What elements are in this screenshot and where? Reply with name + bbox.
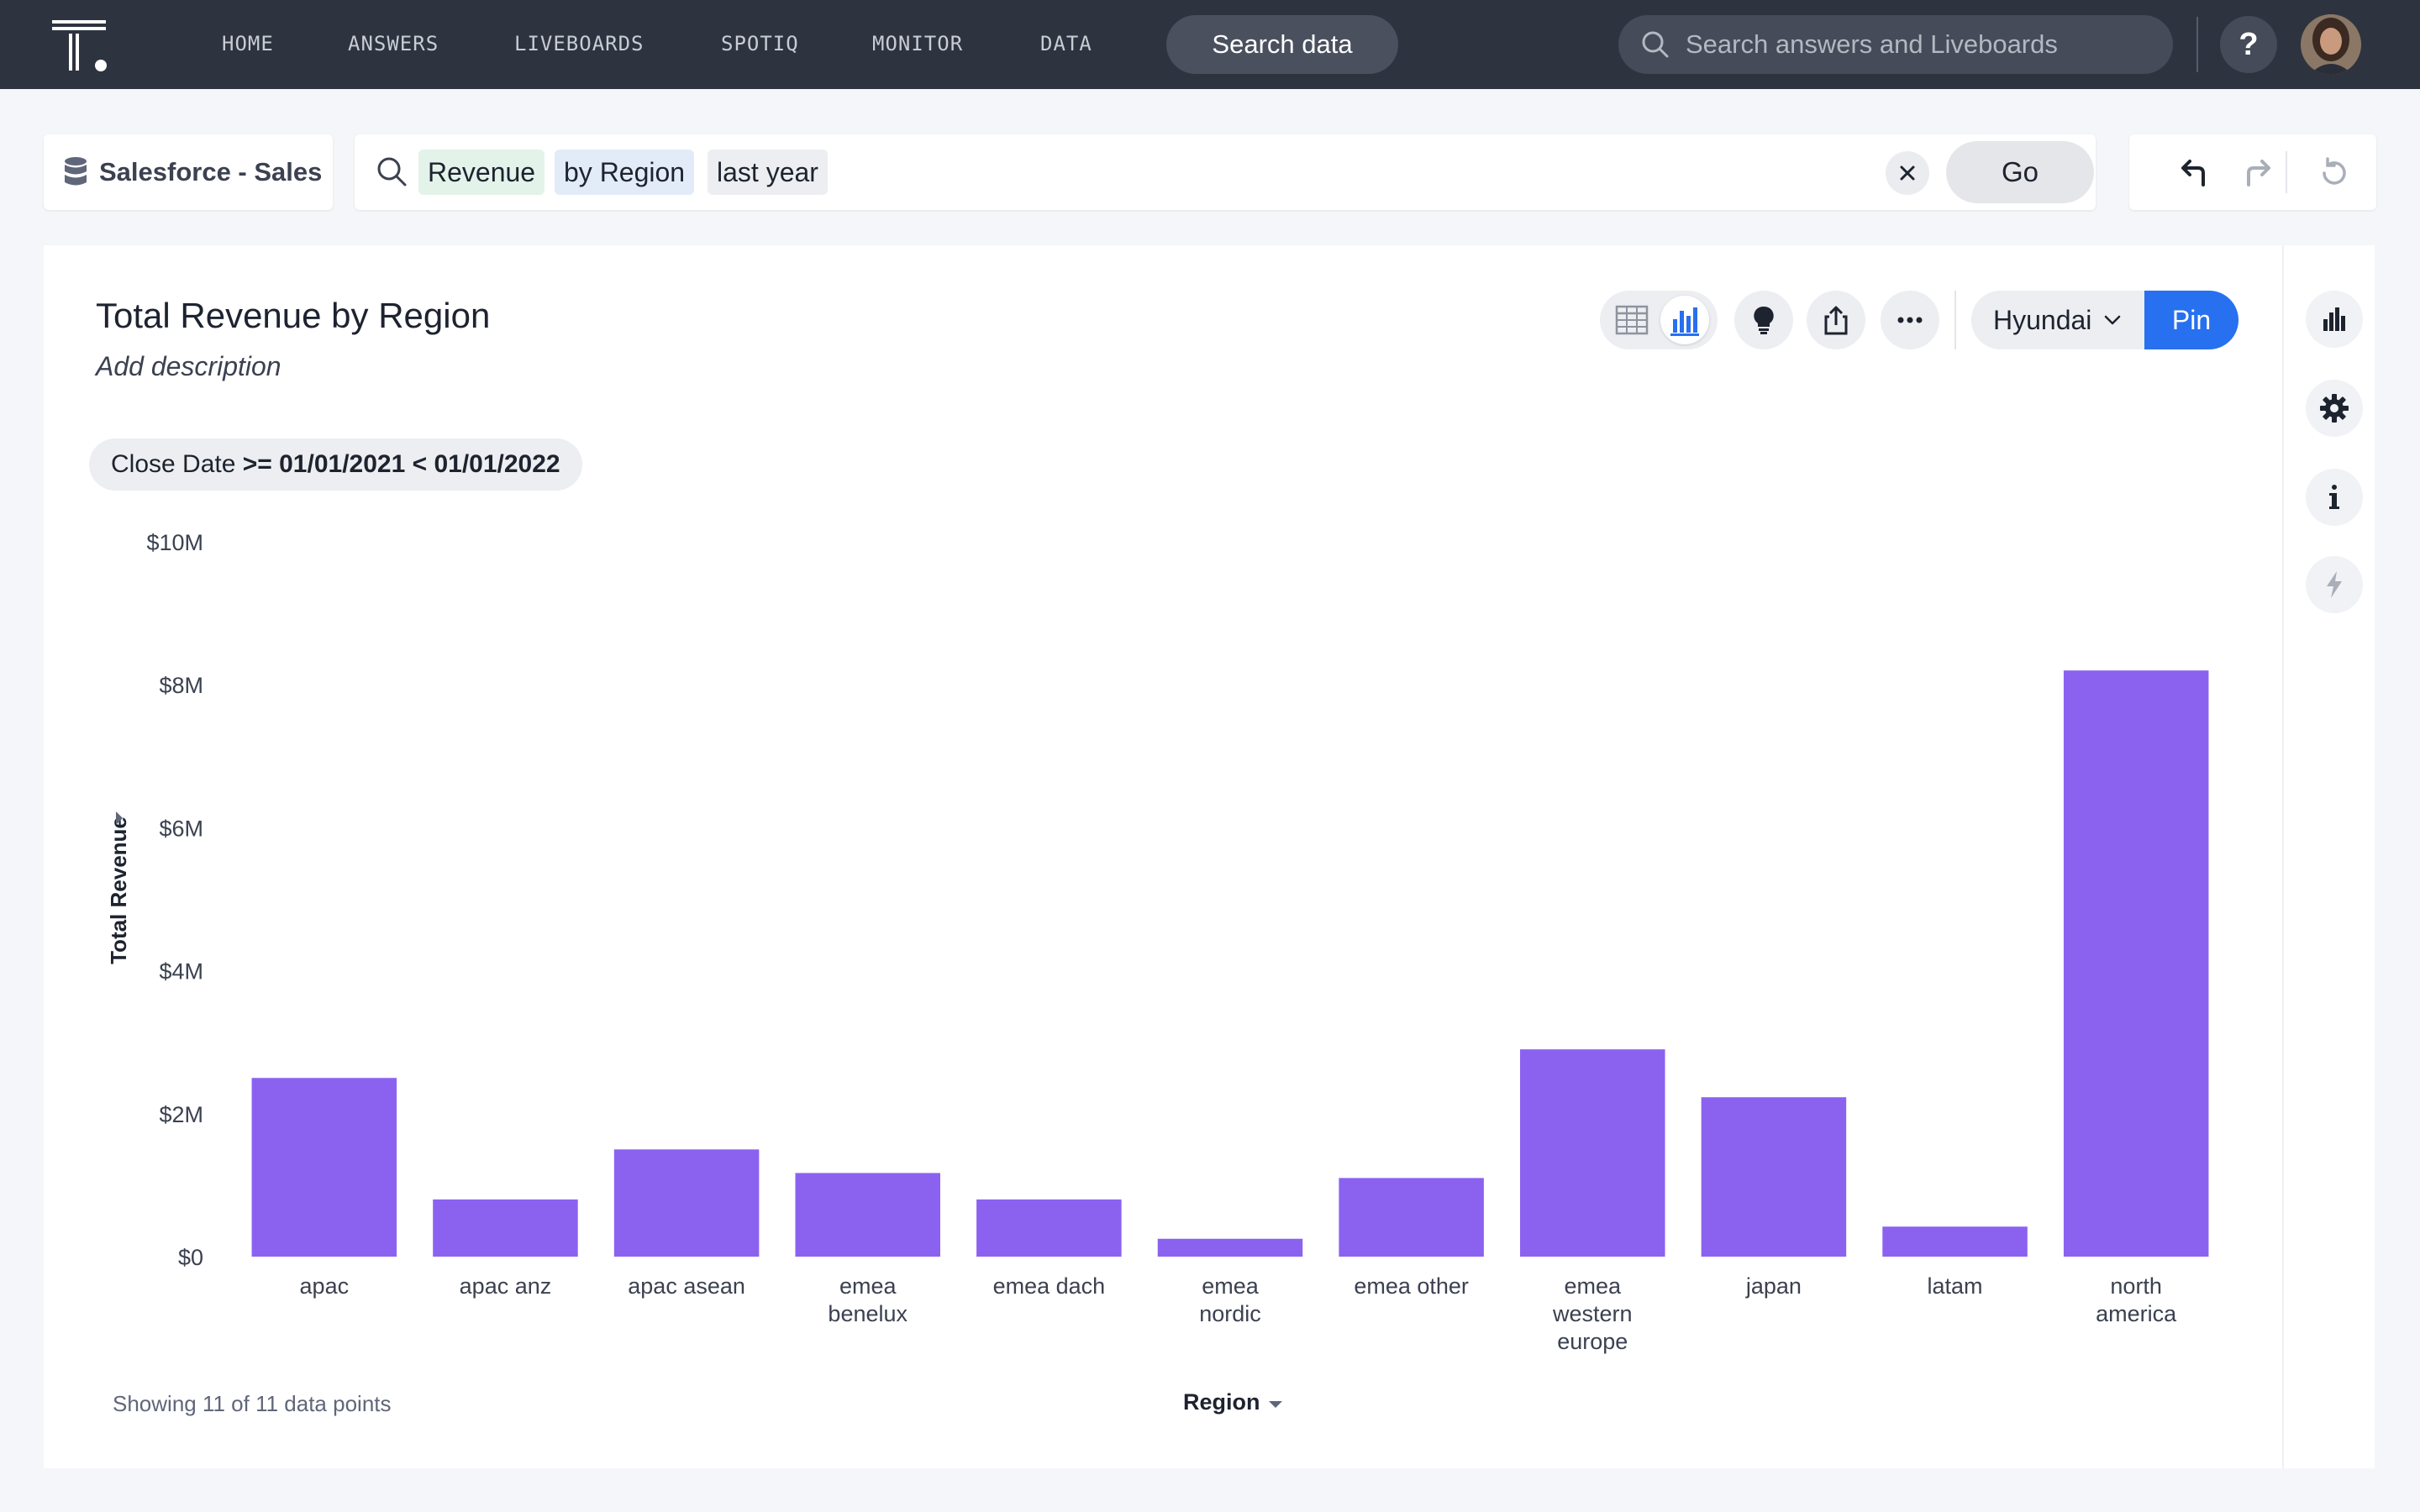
liveboard-select[interactable]: Hyundai xyxy=(1971,291,2144,349)
more-icon xyxy=(1897,317,1923,323)
info-icon xyxy=(2329,485,2339,509)
nav-home[interactable]: HOME xyxy=(222,32,274,55)
chart-settings-button[interactable] xyxy=(2306,380,2363,437)
toolbar-divider xyxy=(1954,291,1956,349)
avatar-image xyxy=(2301,14,2361,75)
x-axis-title[interactable]: Region xyxy=(1183,1389,1260,1415)
global-search-input[interactable]: Search answers and Liveboards xyxy=(1618,15,2173,74)
nav-divider xyxy=(2196,17,2198,72)
close-icon xyxy=(1900,165,1915,181)
more-actions-button[interactable] xyxy=(1881,291,1939,349)
clear-search-button[interactable] xyxy=(1886,151,1929,195)
search-token-measure[interactable]: Revenue xyxy=(418,150,545,195)
lightning-icon xyxy=(2327,571,2342,598)
viz-type-toggle xyxy=(1600,291,1718,349)
nav-spotiq[interactable]: SPOTIQ xyxy=(721,32,799,55)
search-query-bar[interactable]: Revenue by Region last year xyxy=(355,134,2096,210)
history-controls xyxy=(2129,134,2376,210)
history-divider xyxy=(2286,151,2287,193)
top-nav: HOME ANSWERS LIVEBOARDS SPOTIQ MONITOR D… xyxy=(0,0,2420,89)
table-view-icon[interactable] xyxy=(1612,300,1652,340)
filter-value: >= 01/01/2021 < 01/01/2022 xyxy=(242,450,560,478)
share-icon xyxy=(1824,306,1848,335)
share-button[interactable] xyxy=(1807,291,1865,349)
thoughtspot-logo[interactable] xyxy=(52,20,111,72)
nav-monitor[interactable]: MONITOR xyxy=(872,32,964,55)
global-search-placeholder: Search answers and Liveboards xyxy=(1686,29,2058,59)
nav-liveboards[interactable]: LIVEBOARDS xyxy=(514,32,644,55)
bar-chart-icon xyxy=(2323,307,2345,331)
bar-chart-icon xyxy=(1670,307,1699,336)
undo-icon[interactable] xyxy=(2175,155,2212,192)
chart-view-button[interactable] xyxy=(1660,296,1709,344)
filter-field: Close Date xyxy=(111,450,236,478)
data-source-label: Salesforce - Sales xyxy=(99,157,323,186)
search-token-keyword[interactable]: last year xyxy=(708,150,828,195)
redo-icon[interactable] xyxy=(2240,155,2277,192)
gear-icon xyxy=(2320,394,2349,423)
nav-answers[interactable]: ANSWERS xyxy=(348,32,439,55)
search-icon xyxy=(1642,31,1669,58)
user-avatar[interactable] xyxy=(2301,14,2361,75)
pin-button[interactable]: Pin xyxy=(2144,291,2238,349)
nav-data[interactable]: DATA xyxy=(1040,32,1092,55)
chevron-down-icon xyxy=(2104,315,2121,325)
chart-type-button[interactable] xyxy=(2306,291,2363,348)
database-icon xyxy=(65,157,87,186)
search-token-attribute[interactable]: by Region xyxy=(555,150,695,195)
data-source-selector[interactable]: Salesforce - Sales xyxy=(44,134,333,210)
search-icon xyxy=(377,157,407,186)
info-button[interactable] xyxy=(2306,469,2363,526)
right-rail xyxy=(2282,245,2375,1468)
lightbulb-icon xyxy=(1754,306,1774,334)
automation-button[interactable] xyxy=(2306,556,2363,613)
go-button[interactable]: Go xyxy=(1946,141,2094,203)
filter-chip-close-date[interactable]: Close Date >= 01/01/2021 < 01/01/2022 xyxy=(89,438,582,491)
reset-icon[interactable] xyxy=(2314,155,2351,192)
help-button[interactable]: ? xyxy=(2220,16,2277,73)
data-points-count: Showing 11 of 11 data points xyxy=(113,1391,392,1416)
search-data-button[interactable]: Search data xyxy=(1166,15,1398,74)
answer-description[interactable]: Add description xyxy=(96,351,281,381)
answer-title[interactable]: Total Revenue by Region xyxy=(96,296,491,335)
liveboard-select-label: Hyundai xyxy=(1993,305,2092,335)
caret-down-icon[interactable] xyxy=(1267,1399,1284,1410)
answer-card xyxy=(44,245,2282,1468)
insights-button[interactable] xyxy=(1734,291,1793,349)
